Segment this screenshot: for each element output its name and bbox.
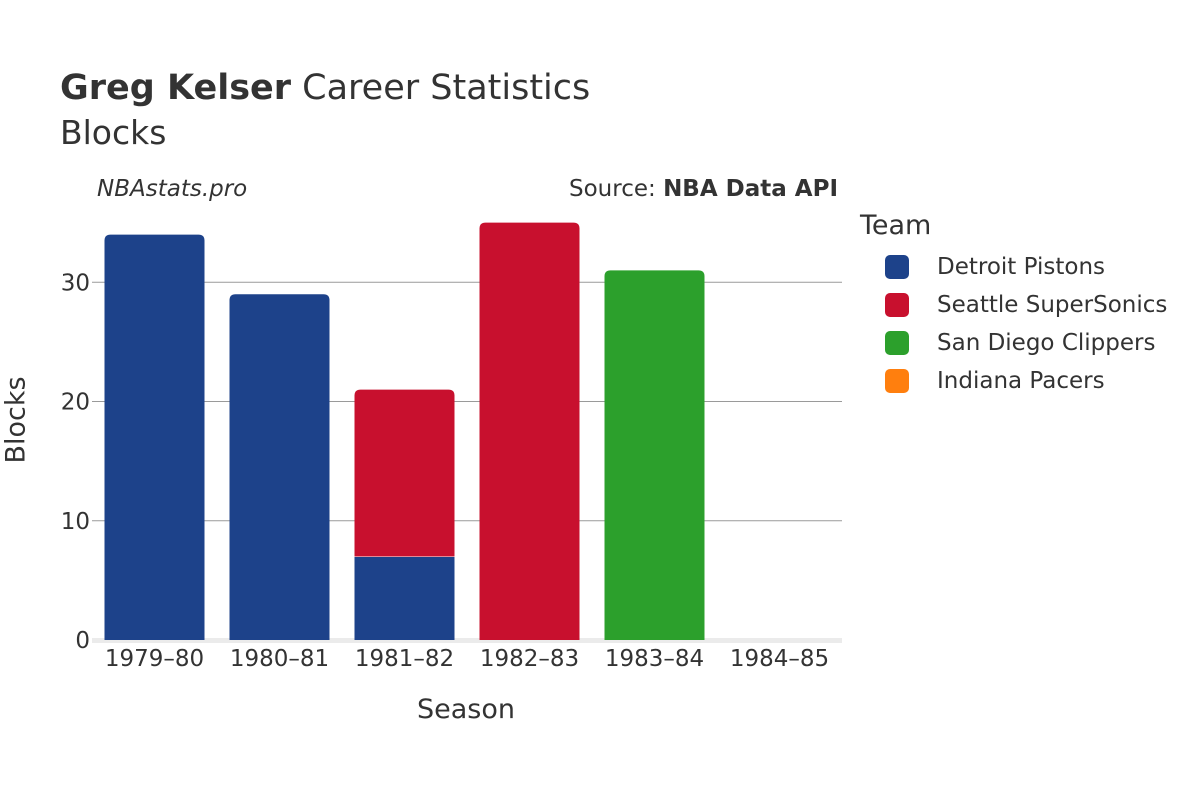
x-tick-label: 1979–80 — [105, 646, 204, 672]
legend-item-indiana-pacers[interactable]: Indiana Pacers — [885, 362, 1167, 400]
y-tick-label: 20 — [61, 390, 90, 416]
x-axis-ticks: 1979–80 1980–81 1981–82 1982–83 1983–84 1984–… — [105, 646, 829, 672]
source-credit: Source: NBA Data API — [569, 176, 838, 202]
gridlines — [92, 281, 842, 643]
x-tick-label: 1980–81 — [230, 646, 329, 672]
legend-label: San Diego Clippers — [937, 330, 1156, 356]
bar-detroit-pistons-1981–82[interactable] — [354, 556, 455, 640]
bar-san-diego-clippers-1983–84[interactable] — [604, 270, 705, 640]
player-name: Greg Kelser — [60, 68, 292, 108]
y-tick-label: 0 — [75, 628, 90, 654]
source-name: NBA Data API — [663, 176, 838, 202]
legend-label: Seattle SuperSonics — [937, 292, 1168, 318]
legend-item-detroit-pistons[interactable]: Detroit Pistons — [885, 248, 1167, 286]
y-tick-label: 10 — [61, 509, 90, 535]
y-tick-label: 30 — [61, 270, 90, 296]
x-tick-label: 1984–85 — [730, 646, 829, 672]
source-prefix: Source: — [569, 176, 664, 202]
title-suffix: Career Statistics — [291, 68, 591, 108]
bars — [104, 222, 705, 640]
y-axis-label: Blocks — [0, 376, 32, 464]
y-axis-ticks: 0 10 20 30 — [61, 270, 90, 654]
bar-seattle-supersonics-1981–82[interactable] — [354, 389, 455, 557]
x-tick-label: 1981–82 — [355, 646, 454, 672]
legend-item-san-diego-clippers[interactable]: San Diego Clippers — [885, 324, 1167, 362]
legend-swatch — [885, 331, 909, 355]
legend-swatch — [885, 369, 909, 393]
x-tick-label: 1983–84 — [605, 646, 704, 672]
legend-swatch — [885, 293, 909, 317]
x-axis-label: Season — [417, 694, 515, 725]
legend-label: Detroit Pistons — [937, 254, 1106, 280]
bar-detroit-pistons-1979–80[interactable] — [104, 234, 205, 640]
legend-title: Team — [860, 210, 932, 241]
bar-seattle-supersonics-1982–83[interactable] — [479, 222, 580, 640]
legend-item-seattle-supersonics[interactable]: Seattle SuperSonics — [885, 286, 1167, 324]
bar-detroit-pistons-1980–81[interactable] — [229, 294, 330, 640]
watermark: NBAstats.pro — [97, 176, 248, 202]
chart-title: Greg Kelser Career Statistics — [60, 66, 590, 110]
x-tick-label: 1982–83 — [480, 646, 579, 672]
legend: Team Detroit Pistons Seattle SuperSonics… — [860, 208, 1167, 400]
legend-label: Indiana Pacers — [937, 368, 1105, 394]
legend-swatch — [885, 255, 909, 279]
chart-subtitle: Blocks — [60, 113, 167, 152]
